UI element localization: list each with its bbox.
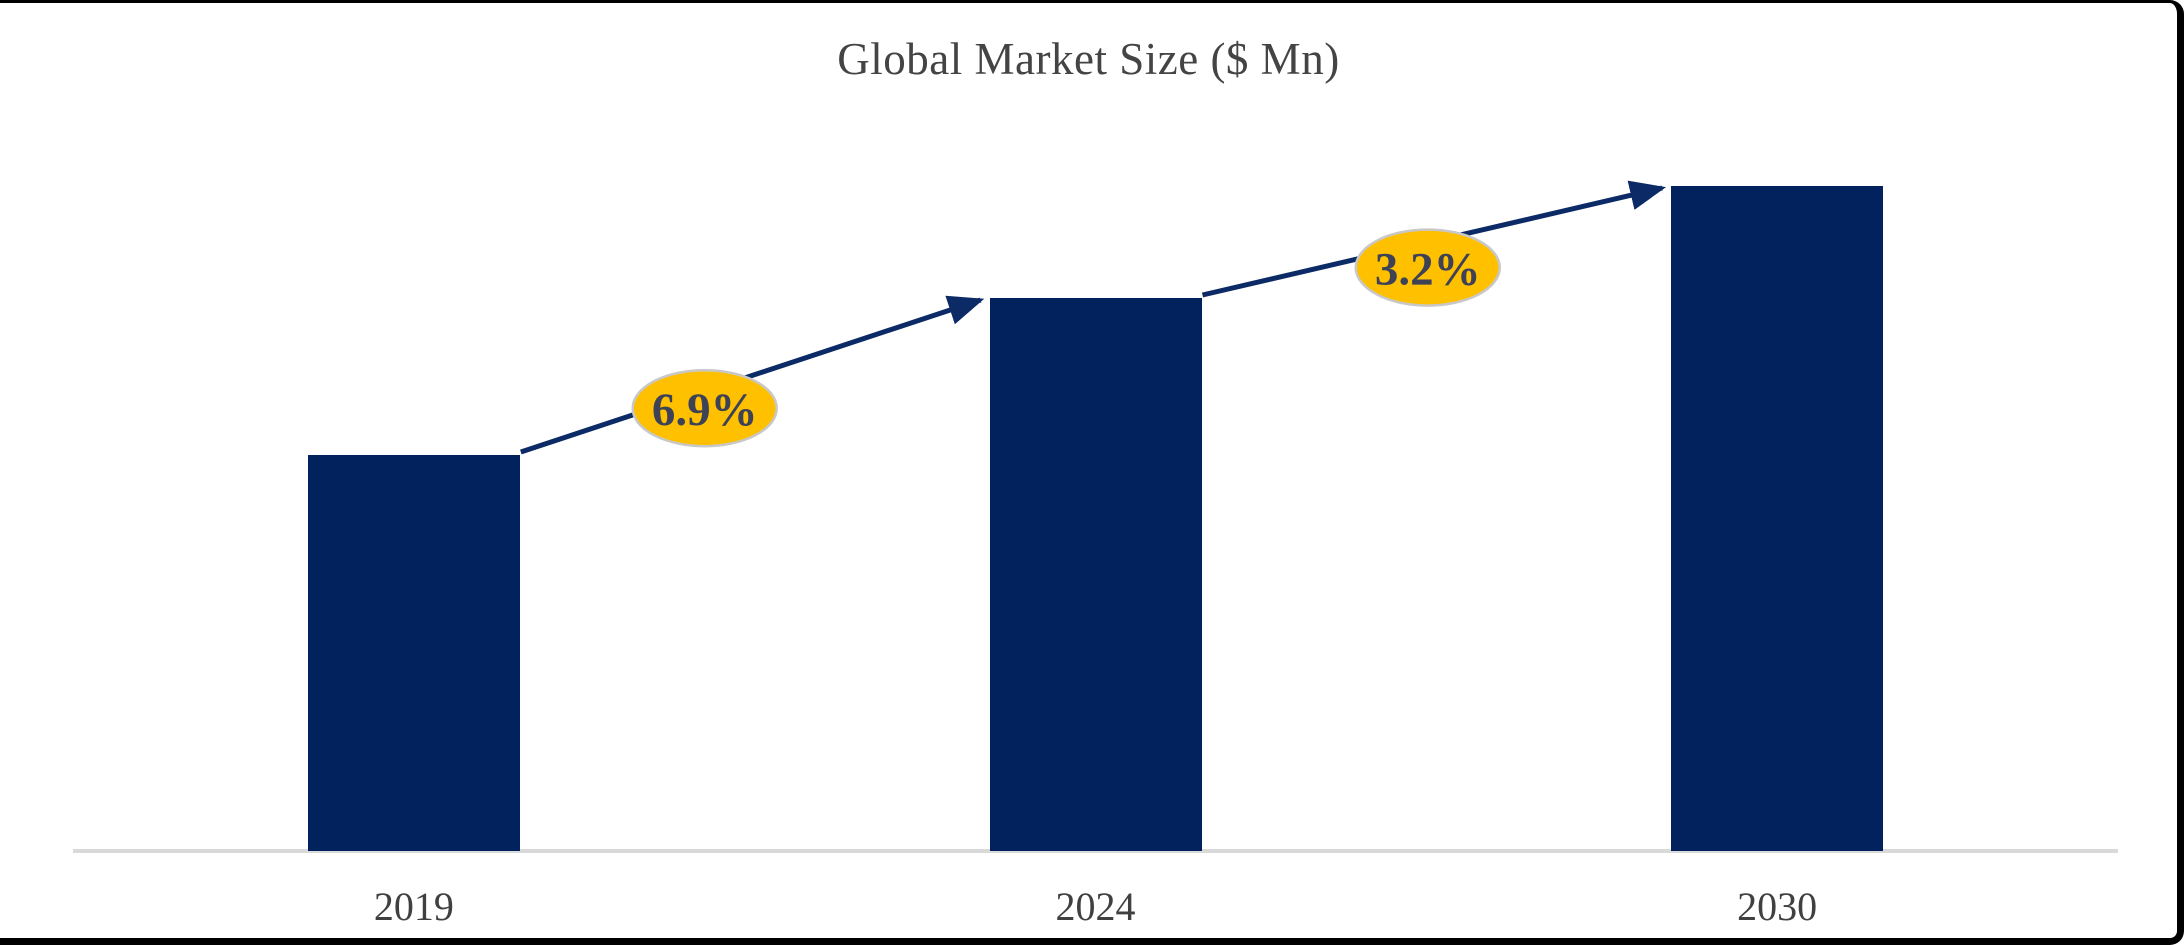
- bar-2024: [989, 298, 1202, 851]
- category-label-2024: 2024: [1055, 884, 1136, 929]
- growth-badge-label-2024-to-2030: 3.2%: [1375, 244, 1481, 296]
- x-axis-line: [73, 849, 2118, 853]
- bar-2030: [1671, 186, 1884, 851]
- growth-badge-ellipse-2024-to-2030: [1354, 228, 1501, 307]
- category-label-2030: 2030: [1737, 884, 1818, 929]
- growth-arrow-2024-to-2030: [1201, 180, 1667, 298]
- bar-2019: [307, 455, 520, 851]
- growth-badge-label-2019-to-2024: 6.9%: [652, 384, 758, 436]
- growth-badge-ellipse-2019-to-2024: [631, 368, 778, 448]
- chart-title: Global Market Size ($ Mn): [837, 34, 1340, 84]
- category-label-2019: 2019: [373, 884, 454, 929]
- growth-arrow-2019-to-2024: [520, 295, 985, 455]
